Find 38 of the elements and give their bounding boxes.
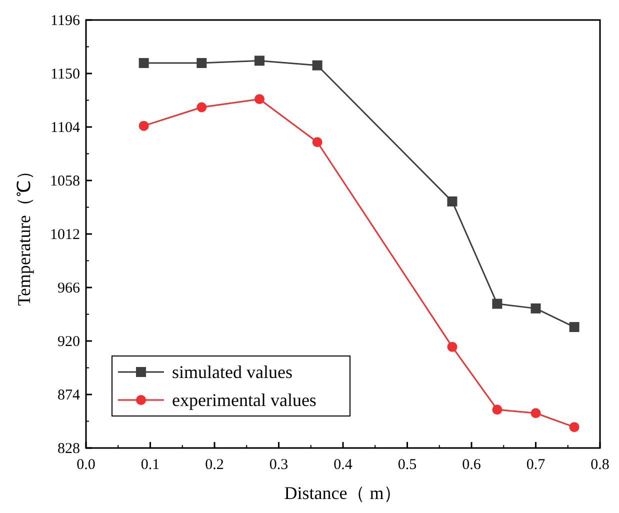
x-tick-label: 0.6 xyxy=(462,457,482,473)
y-tick-label: 874 xyxy=(58,388,80,404)
legend-label: simulated values xyxy=(172,362,292,382)
point xyxy=(254,94,264,104)
point xyxy=(447,342,458,352)
x-tick-label: 0.2 xyxy=(205,457,224,473)
point xyxy=(492,404,502,415)
point xyxy=(530,303,541,314)
x-axis-title: Distance（ m） xyxy=(284,483,402,503)
y-tick-label: 1012 xyxy=(50,227,80,243)
x-tick-label: 0.3 xyxy=(269,457,288,473)
point xyxy=(569,422,580,432)
point xyxy=(138,58,149,68)
point xyxy=(312,137,322,148)
point xyxy=(492,298,502,309)
y-tick-label: 966 xyxy=(58,280,80,296)
point xyxy=(254,56,264,66)
legend-label: experimental values xyxy=(172,390,316,410)
y-tick-label: 1104 xyxy=(50,120,80,136)
x-tick-label: 0.4 xyxy=(334,457,353,473)
x-tick-label: 0.7 xyxy=(526,457,546,473)
point xyxy=(530,408,541,418)
y-axis-title: Temperature（℃） xyxy=(14,162,34,306)
point xyxy=(196,58,207,68)
x-tick-label: 0.8 xyxy=(590,457,610,473)
y-tick-label: 828 xyxy=(58,441,80,457)
point xyxy=(138,120,149,131)
x-tick-label: 0.5 xyxy=(398,457,417,473)
y-tick-label: 1196 xyxy=(50,13,80,29)
y-tick-label: 1150 xyxy=(50,66,80,82)
point xyxy=(196,102,207,112)
y-tick-label: 920 xyxy=(58,334,80,350)
point xyxy=(569,322,580,332)
x-tick-label: 0.0 xyxy=(76,457,96,473)
y-tick-label: 1058 xyxy=(50,174,80,190)
x-tick-label: 0.1 xyxy=(140,457,160,473)
point xyxy=(447,196,458,206)
point xyxy=(312,60,322,70)
